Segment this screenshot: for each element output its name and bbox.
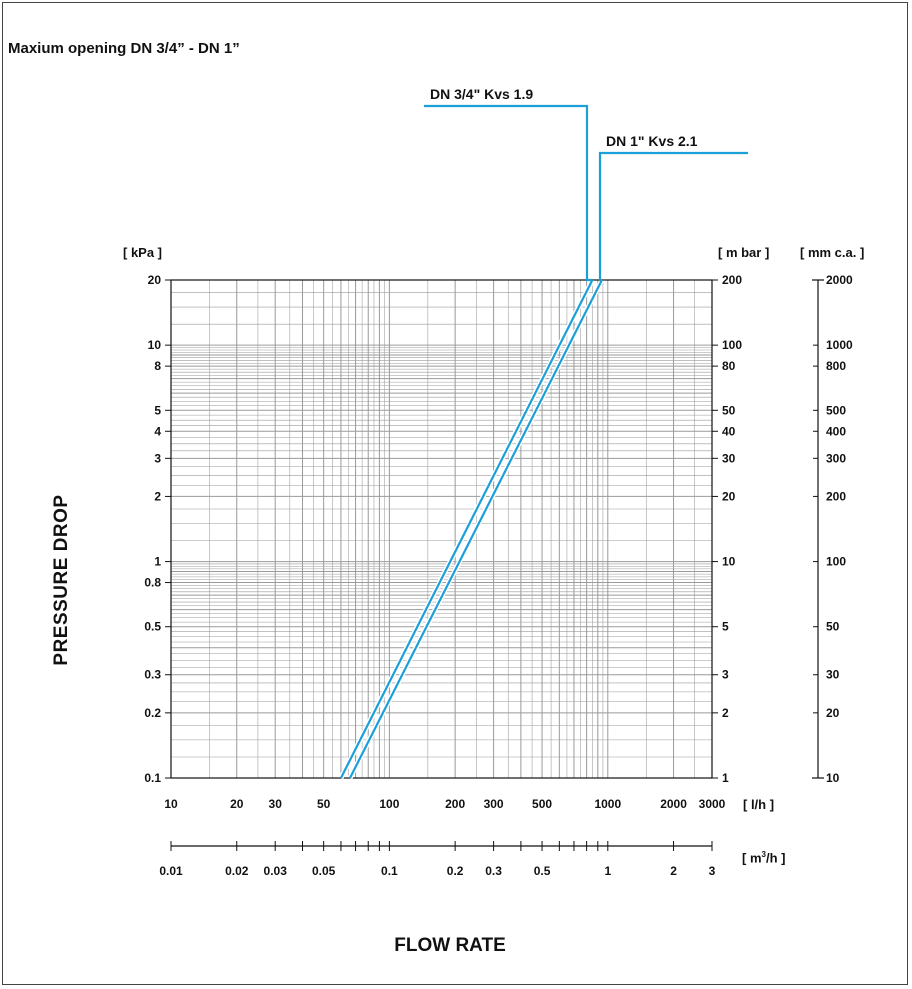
unit-mmca: [ mm c.a. ]: [800, 245, 865, 260]
y-tick-label-mbar: 100: [722, 338, 742, 352]
x-tick-label-m3h: 0.05: [312, 864, 336, 878]
x-tick-label-m3h: 0.01: [159, 864, 183, 878]
y-tick-label-mbar: 10: [722, 555, 736, 569]
y-tick-label-kpa: 0.5: [144, 620, 161, 634]
y-tick-label-mmca: 2000: [826, 273, 853, 287]
y-tick-label-mbar: 5: [722, 620, 729, 634]
y-tick-label-kpa: 8: [154, 359, 161, 373]
y-tick-label-mbar: 20: [722, 489, 736, 503]
y-tick-label-mmca: 500: [826, 403, 846, 417]
unit-kpa: [ kPa ]: [123, 245, 163, 260]
unit-m3h-prefix: [ m: [742, 850, 762, 866]
y-tick-label-kpa: 1: [154, 555, 161, 569]
unit-lh: [ l/h ]: [743, 797, 775, 812]
y-tick-label-kpa: 0.3: [144, 668, 161, 682]
unit-m3h-sup: 3: [761, 850, 766, 859]
y-axis-title: PRESSURE DROP: [51, 494, 72, 666]
y-tick-label-kpa: 0.1: [144, 771, 161, 785]
x-tick-label-m3h: 3: [709, 864, 716, 878]
y-tick-label-mmca: 800: [826, 359, 846, 373]
unit-m3h: [ m3/h ]: [742, 850, 785, 865]
y-tick-label-kpa: 0.2: [144, 706, 161, 720]
series-layer: [338, 104, 748, 780]
series-label: DN 3/4" Kvs 1.9: [430, 86, 533, 102]
y-tick-label-kpa: 3: [154, 451, 161, 465]
x-tick-label-lh: 500: [532, 797, 552, 811]
y-tick-label-kpa: 20: [148, 273, 162, 287]
series-callout-leader: [598, 151, 748, 282]
x-tick-label-lh: 20: [230, 797, 244, 811]
y-tick-label-mbar: 2: [722, 706, 729, 720]
x-tick-label-lh: 30: [269, 797, 283, 811]
y-tick-label-mbar: 80: [722, 359, 736, 373]
y-tick-label-mmca: 400: [826, 424, 846, 438]
y-tick-label-kpa: 5: [154, 403, 161, 417]
y-tick-label-mmca: 30: [826, 668, 840, 682]
y-tick-label-mmca: 50: [826, 620, 840, 634]
x-tick-label-lh: 50: [317, 797, 331, 811]
series-line: [339, 279, 594, 779]
y-tick-label-mmca: 10: [826, 771, 840, 785]
series-callout-leader: [424, 104, 593, 282]
x-tick-label-m3h: 2: [670, 864, 677, 878]
y-tick-label-kpa: 10: [148, 338, 162, 352]
unit-mbar: [ m bar ]: [718, 245, 770, 260]
y-tick-label-mbar: 200: [722, 273, 742, 287]
plot-area-border: [170, 279, 713, 779]
y-tick-label-mbar: 3: [722, 668, 729, 682]
x-tick-label-lh: 100: [379, 797, 399, 811]
x-tick-label-m3h: 0.02: [225, 864, 249, 878]
x-tick-label-lh: 300: [484, 797, 504, 811]
x-tick-label-m3h: 1: [604, 864, 611, 878]
series-label: DN 1" Kvs 2.1: [606, 133, 698, 149]
y-tick-label-kpa: 2: [154, 489, 161, 503]
y-tick-label-mmca: 300: [826, 451, 846, 465]
x-tick-label-lh: 200: [445, 797, 465, 811]
chart-title: Maxium opening DN 3/4” - DN 1”: [8, 40, 240, 57]
x-tick-label-m3h: 0.2: [447, 864, 464, 878]
x-tick-label-m3h: 0.1: [381, 864, 398, 878]
y-tick-label-mmca: 1000: [826, 338, 853, 352]
x-tick-label-m3h: 0.03: [264, 864, 288, 878]
y-tick-label-mbar: 40: [722, 424, 736, 438]
y-tick-label-mmca: 100: [826, 555, 846, 569]
label-layer: 20 10 8 5 4 3 2 1 0.8 0.5 0.3 0.2 0.1 200 100 80 50 40 30 2…: [144, 86, 853, 878]
x-tick-label-lh: 10: [164, 797, 178, 811]
y-tick-label-kpa: 4: [154, 424, 161, 438]
x-tick-label-lh: 1000: [594, 797, 621, 811]
x-tick-label-m3h: 0.5: [534, 864, 551, 878]
y-tick-label-mmca: 20: [826, 706, 840, 720]
series-line: [349, 279, 603, 779]
grid-layer: [170, 279, 713, 779]
axis-layer: [165, 279, 824, 851]
x-tick-label-lh: 3000: [699, 797, 726, 811]
y-tick-label-mmca: 200: [826, 489, 846, 503]
x-tick-label-m3h: 0.3: [485, 864, 502, 878]
unit-m3h-suffix: /h ]: [765, 850, 786, 866]
y-tick-label-mbar: 1: [722, 771, 729, 785]
y-tick-label-mbar: 50: [722, 403, 736, 417]
y-tick-label-kpa: 0.8: [144, 576, 161, 590]
x-tick-label-lh: 2000: [660, 797, 687, 811]
y-tick-label-mbar: 30: [722, 451, 736, 465]
x-axis-title: FLOW RATE: [394, 935, 506, 956]
